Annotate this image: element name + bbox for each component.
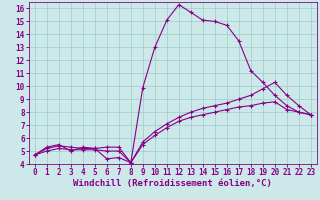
X-axis label: Windchill (Refroidissement éolien,°C): Windchill (Refroidissement éolien,°C) — [73, 179, 272, 188]
